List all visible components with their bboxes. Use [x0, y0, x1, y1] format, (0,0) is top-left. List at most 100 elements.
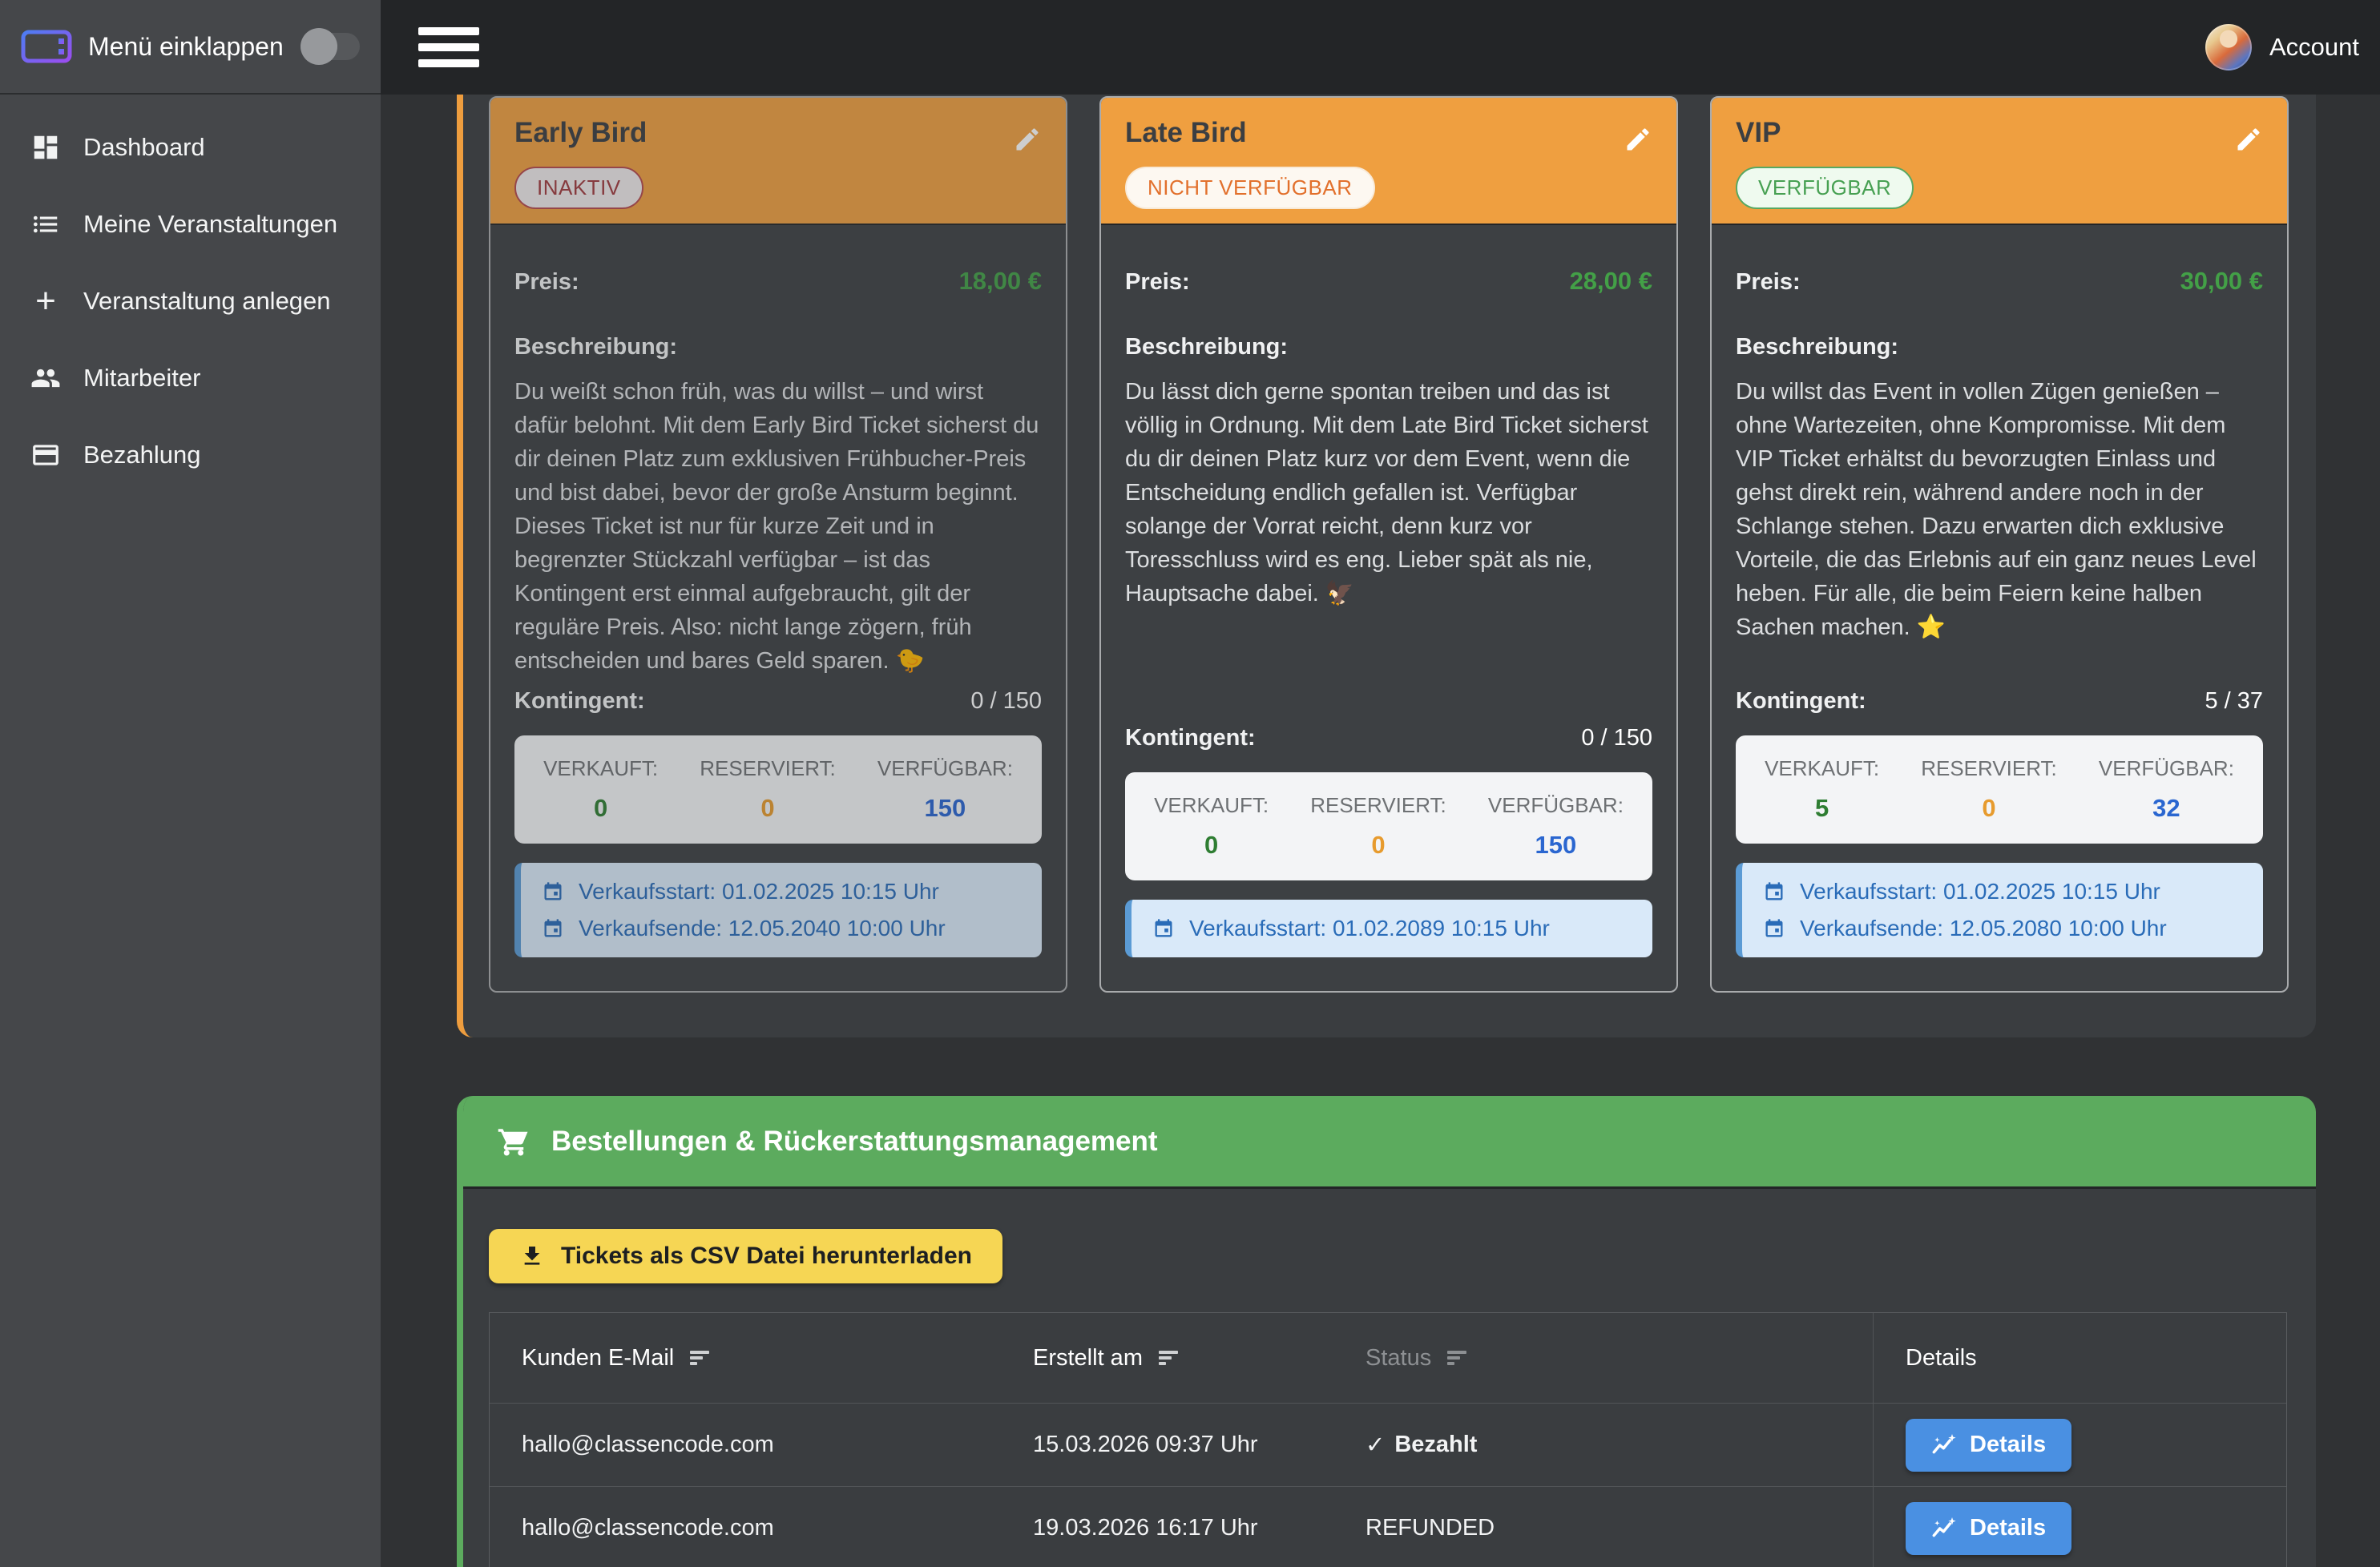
insights-icon: [1932, 1517, 1956, 1537]
credit-card-icon: [33, 445, 58, 465]
edit-ticket-button[interactable]: [2234, 125, 2263, 156]
sale-start: Verkaufsstart: 01.02.2089 10:15 Uhr: [1189, 916, 1550, 941]
orders-panel: Bestellungen & Rückerstattungsmanagement…: [457, 1096, 2316, 1567]
ticket-card-header: Late Bird NICHT VERFÜGBAR: [1101, 98, 1676, 225]
ticket-stats: VERKAUFT: 0 RESERVIERT: 0 VERFÜGBAR: 150: [514, 735, 1042, 844]
sold-value: 0: [593, 794, 608, 822]
column-header-created[interactable]: Erstellt am: [1001, 1313, 1333, 1403]
description-label: Beschreibung:: [1125, 334, 1289, 360]
ticket-card-header: VIP VERFÜGBAR: [1712, 98, 2287, 225]
column-header-status[interactable]: Status: [1333, 1313, 1873, 1403]
ticket-card-body: Preis: 30,00 € Beschreibung: Du willst d…: [1712, 225, 2287, 991]
download-csv-label: Tickets als CSV Datei herunterladen: [561, 1243, 972, 1269]
ticket-card-early-bird: Early Bird INAKTIV Preis: 18,00 € Beschr…: [489, 96, 1067, 993]
download-icon: [524, 1247, 540, 1265]
calendar-icon: [1155, 919, 1172, 937]
column-header-email[interactable]: Kunden E-Mail: [490, 1313, 1001, 1403]
plus-icon: +: [35, 281, 56, 320]
pencil-icon: [2237, 128, 2260, 151]
list-icon: [33, 216, 58, 233]
orders-body: Tickets als CSV Datei herunterladen Kund…: [463, 1189, 2316, 1567]
quota-value: 0 / 150: [970, 688, 1042, 714]
quota-label: Kontingent:: [514, 688, 645, 714]
ticket-card-header: Early Bird INAKTIV: [490, 98, 1066, 225]
sidebar-item-label: Dashboard: [83, 133, 205, 161]
ticket-name: Early Bird: [514, 117, 647, 148]
calendar-icon: [1765, 882, 1783, 900]
sidebar-header: Menü einklappen: [0, 0, 381, 95]
sidebar-item-bezahlung[interactable]: Bezahlung: [0, 417, 381, 493]
quota-value: 5 / 37: [2205, 688, 2263, 714]
ticket-card-body: Preis: 28,00 € Beschreibung: Du lässt di…: [1101, 225, 1676, 991]
reserved-value: 0: [1371, 831, 1386, 859]
collapse-menu-label: Menü einklappen: [88, 31, 284, 61]
description-label: Beschreibung:: [514, 334, 678, 360]
tickets-panel: Early Bird INAKTIV Preis: 18,00 € Beschr…: [457, 95, 2316, 1037]
details-button[interactable]: Details: [1906, 1501, 2072, 1555]
people-icon: [31, 369, 60, 388]
created-at: 15.03.2026 09:37 Uhr: [1001, 1403, 1333, 1486]
sidebar-item-mitarbeiter[interactable]: Mitarbeiter: [0, 340, 381, 417]
calendar-icon: [1765, 919, 1783, 937]
sidebar-item-veranstaltung-anlegen[interactable]: + Veranstaltung anlegen: [0, 263, 381, 340]
sort-icon: [1447, 1351, 1467, 1365]
available-label: VERFÜGBAR:: [1487, 793, 1624, 817]
sold-label: VERKAUFT:: [1154, 793, 1269, 817]
price-label: Preis:: [514, 269, 579, 295]
sale-end: Verkaufsende: 12.05.2080 10:00 Uhr: [1800, 916, 2167, 941]
details-cell: Details: [1873, 1486, 2286, 1567]
account-label: Account: [2269, 33, 2359, 61]
price-label: Preis:: [1125, 269, 1190, 295]
details-button[interactable]: Details: [1906, 1418, 2072, 1472]
sold-label: VERKAUFT:: [1765, 756, 1880, 780]
sale-dates: Verkaufsstart: 01.02.2025 10:15 Uhr Verk…: [1736, 863, 2263, 957]
quota-label: Kontingent:: [1125, 725, 1256, 751]
edit-ticket-button[interactable]: [1624, 125, 1652, 156]
sidebar-item-label: Meine Veranstaltungen: [83, 210, 338, 238]
check-icon: ✓: [1365, 1432, 1386, 1458]
available-value: 150: [924, 794, 966, 822]
reserved-label: RESERVIERT:: [1310, 793, 1446, 817]
ticket-stats: VERKAUFT: 0 RESERVIERT: 0 VERFÜGBAR: 150: [1125, 772, 1652, 880]
customer-email: hallo@classencode.com: [490, 1403, 1001, 1486]
sold-value: 0: [1204, 831, 1219, 859]
price-value: 18,00 €: [958, 267, 1042, 295]
ticket-logo-icon: [21, 30, 72, 63]
available-value: 150: [1535, 831, 1577, 859]
sale-dates: Verkaufsstart: 01.02.2089 10:15 Uhr: [1125, 900, 1652, 957]
created-at: 19.03.2026 16:17 Uhr: [1001, 1486, 1333, 1567]
edit-ticket-button[interactable]: [1013, 125, 1042, 156]
status-badge: ✓ Bezahlt: [1333, 1403, 1873, 1486]
orders-header: Bestellungen & Rückerstattungsmanagement: [463, 1096, 2316, 1189]
collapse-menu-toggle[interactable]: [301, 28, 360, 65]
details-cell: Details: [1873, 1403, 2286, 1486]
ticket-card-late-bird: Late Bird NICHT VERFÜGBAR Preis: 28,00 €…: [1099, 96, 1678, 993]
sale-start: Verkaufsstart: 01.02.2025 10:15 Uhr: [1800, 879, 2160, 904]
sidebar-item-meine-veranstaltungen[interactable]: Meine Veranstaltungen: [0, 186, 381, 263]
calendar-icon: [544, 882, 562, 900]
ticket-card-body: Preis: 18,00 € Beschreibung: Du weißt sc…: [490, 225, 1066, 991]
price-value: 28,00 €: [1569, 267, 1652, 295]
customer-email: hallo@classencode.com: [490, 1486, 1001, 1567]
reserved-value: 0: [1982, 794, 1996, 822]
topbar: Account: [0, 0, 2380, 95]
status-badge: VERFÜGBAR: [1736, 167, 1914, 209]
sidebar-item-label: Bezahlung: [83, 441, 201, 469]
column-header-details: Details: [1873, 1313, 2286, 1403]
account-menu[interactable]: Account: [2205, 0, 2359, 95]
status-badge: REFUNDED: [1333, 1486, 1873, 1567]
description-text: Du lässt dich gerne spontan treiben und …: [1125, 379, 1648, 607]
status-badge: NICHT VERFÜGBAR: [1125, 167, 1375, 209]
sale-start: Verkaufsstart: 01.02.2025 10:15 Uhr: [579, 879, 939, 904]
sidebar-item-label: Veranstaltung anlegen: [83, 287, 331, 315]
ticket-stats: VERKAUFT: 5 RESERVIERT: 0 VERFÜGBAR: 32: [1736, 735, 2263, 844]
download-csv-button[interactable]: Tickets als CSV Datei herunterladen: [489, 1229, 1002, 1283]
calendar-icon: [544, 919, 562, 937]
status-badge: INAKTIV: [514, 167, 643, 209]
quota-label: Kontingent:: [1736, 688, 1866, 714]
hamburger-menu-icon[interactable]: [418, 27, 479, 67]
sale-dates: Verkaufsstart: 01.02.2025 10:15 Uhr Verk…: [514, 863, 1042, 957]
insights-icon: [1932, 1433, 1956, 1453]
price-label: Preis:: [1736, 269, 1801, 295]
sidebar-item-dashboard[interactable]: Dashboard: [0, 109, 381, 186]
